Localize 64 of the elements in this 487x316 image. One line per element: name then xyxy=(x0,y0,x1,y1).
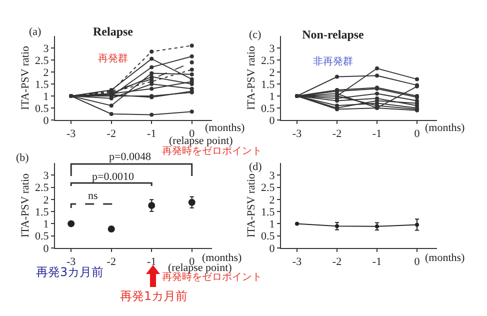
chart-title: Relapse xyxy=(93,24,134,38)
y-tick-label: 2.5 xyxy=(261,54,276,67)
y-tick-label: 3 xyxy=(43,42,50,55)
y-tick-label: 1 xyxy=(269,218,275,231)
text: (months) xyxy=(425,122,466,134)
text: (b) xyxy=(16,152,30,164)
annotation: p=0.0048 xyxy=(109,151,152,163)
y-tick-label: 3 xyxy=(269,170,276,182)
y-tick-label: 0.5 xyxy=(35,102,50,115)
annotation: p=0.0010 xyxy=(92,171,134,183)
y-tick-label: 0 xyxy=(269,114,276,127)
y-tick-label: 1 xyxy=(43,218,49,231)
y-tick-label: 0.5 xyxy=(35,230,50,243)
chart-title: Non-relapse xyxy=(302,27,365,42)
x-tick-label: -3 xyxy=(292,256,302,268)
y-tick-label: 2 xyxy=(269,66,275,79)
y-axis-title: ITA-PSV ratio xyxy=(20,173,32,238)
y-tick-label: 3 xyxy=(43,170,50,182)
y-axis-title: ITA-PSV ratio xyxy=(246,173,258,238)
y-tick-label: 0 xyxy=(43,242,50,255)
y-tick-label: 1.5 xyxy=(35,206,50,218)
text: 再発1カ月前 xyxy=(120,289,188,303)
y-tick-label: 2 xyxy=(43,66,49,79)
x-tick-label: -1 xyxy=(147,128,156,140)
x-tick-label: 0 xyxy=(414,128,420,140)
y-axis-title: ITA-PSV ratio xyxy=(20,46,32,110)
text: 再発群 xyxy=(98,52,128,64)
y-tick-label: 2 xyxy=(269,194,275,206)
y-tick-label: 1.5 xyxy=(261,78,276,91)
y-tick-label: 2.5 xyxy=(35,182,50,194)
x-tick-label: -1 xyxy=(372,128,382,140)
x-tick-label: -1 xyxy=(372,256,382,268)
text: 再発時をゼロポイント xyxy=(162,145,262,157)
y-tick-label: 0 xyxy=(269,242,276,255)
text: (relapse point) xyxy=(168,262,232,274)
x-tick-label: -1 xyxy=(147,256,156,268)
text: (months) xyxy=(205,122,246,134)
y-axis-title: ITA-PSV ratio xyxy=(246,46,258,110)
y-tick-label: 0.5 xyxy=(261,230,276,243)
text: (months) xyxy=(202,252,242,264)
text: 非再発群 xyxy=(313,55,353,68)
text: 再発時をゼロポイント xyxy=(162,271,262,283)
x-tick-label: -2 xyxy=(106,256,116,268)
y-tick-label: 2.5 xyxy=(261,182,276,194)
y-tick-label: 1.5 xyxy=(35,78,50,91)
x-tick-label: -2 xyxy=(332,256,342,268)
y-tick-label: 1 xyxy=(43,90,49,103)
y-tick-label: 2.5 xyxy=(35,54,50,67)
text: (months) xyxy=(425,252,466,264)
annotation: ns xyxy=(88,190,98,202)
y-tick-label: 2 xyxy=(43,194,49,206)
y-tick-label: 3 xyxy=(269,42,276,55)
y-tick-label: 1.5 xyxy=(261,206,276,218)
x-tick-label: -2 xyxy=(106,128,116,140)
text: (d) xyxy=(249,161,262,173)
y-tick-label: 0 xyxy=(43,114,50,127)
x-tick-label: -2 xyxy=(332,128,342,140)
x-tick-label: -3 xyxy=(66,128,76,140)
text: (a) xyxy=(29,26,42,38)
y-tick-label: 0.5 xyxy=(261,102,276,115)
text: (c) xyxy=(249,29,262,41)
x-tick-label: 0 xyxy=(414,256,420,268)
x-tick-label: -3 xyxy=(292,128,302,140)
y-tick-label: 1 xyxy=(269,90,275,103)
